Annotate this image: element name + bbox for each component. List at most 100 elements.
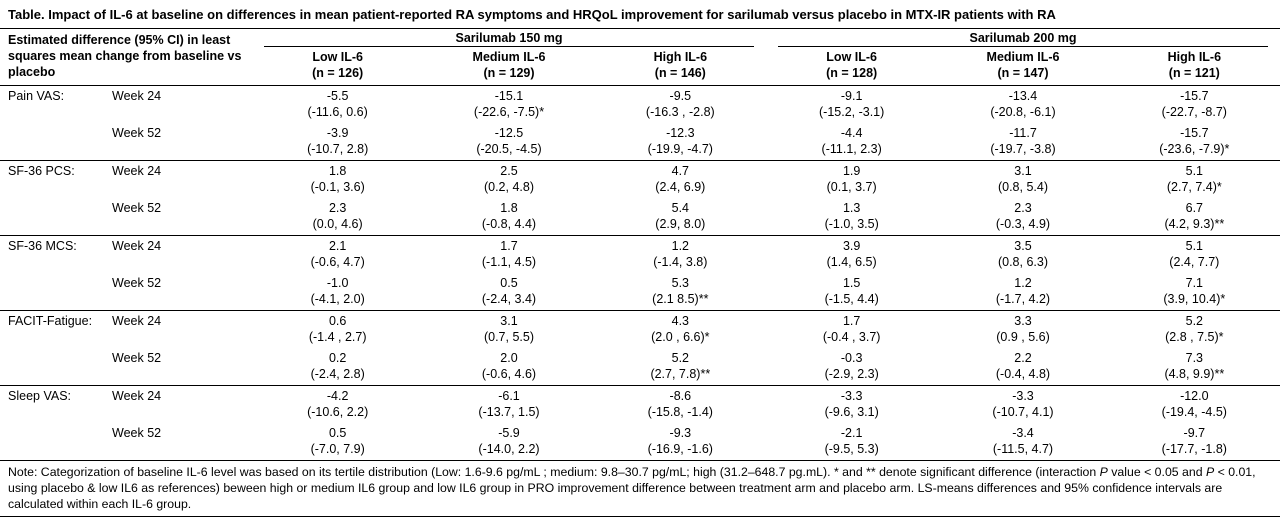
data-cell: 1.7 (-0.4 , 3.7) xyxy=(766,313,937,345)
estimate-value: -9.1 xyxy=(840,89,863,103)
column-header: High IL-6 (n = 146) xyxy=(595,47,766,85)
il6-level-label: Low IL-6 xyxy=(826,50,877,64)
estimate-value: -3.9 xyxy=(326,126,349,140)
confidence-interval: (2.7, 7.8)** xyxy=(650,367,711,381)
data-cell: 1.2 (-1.4, 3.8) xyxy=(595,238,766,270)
il6-level-label: Low IL-6 xyxy=(312,50,364,64)
table-title: Table. Impact of IL-6 at baseline on dif… xyxy=(0,0,1280,29)
sample-size-label: (n = 126) xyxy=(312,66,364,80)
estimate-value: -15.7 xyxy=(1180,89,1209,103)
week-label: Week 52 xyxy=(112,426,162,440)
estimate-value: 3.1 xyxy=(1014,164,1032,178)
data-cell: 5.1 (2.7, 7.4)* xyxy=(1109,163,1280,195)
estimate-value: 2.5 xyxy=(500,164,518,178)
data-cell: -15.7 (-22.7, -8.7) xyxy=(1109,88,1280,120)
estimate-value: 0.6 xyxy=(328,314,347,328)
estimate-value: -11.7 xyxy=(1009,126,1037,140)
week-label: Week 52 xyxy=(112,126,162,140)
estimate-value: 0.5 xyxy=(328,426,347,440)
table-row: Pain VAS: Week 24 -5.5 (-11.6, 0.6) -15.1 (-2… xyxy=(0,86,1280,123)
confidence-interval: (-11.1, 2.3) xyxy=(821,142,882,156)
confidence-interval: (0.2, 4.8) xyxy=(483,180,534,194)
il6-level-label: Medium IL-6 xyxy=(472,50,546,64)
confidence-interval: (-22.6, -7.5)* xyxy=(473,105,545,119)
estimate-value: -15.1 xyxy=(494,89,524,103)
column-header: High IL-6 (n = 121) xyxy=(1109,47,1280,85)
measure-label: SF-36 PCS: xyxy=(8,164,75,178)
note-segment: Note: Categorization of baseline IL-6 le… xyxy=(8,465,1100,479)
column-headers: Sarilumab 150 mg Sarilumab 200 mg Low IL-… xyxy=(252,29,1280,85)
confidence-interval: (-23.6, -7.9)* xyxy=(1159,142,1230,156)
confidence-interval: (-14.0, 2.2) xyxy=(478,442,540,456)
confidence-interval: (0.8, 5.4) xyxy=(997,180,1048,194)
row-label-cell: Week 52 xyxy=(0,425,252,457)
sample-size-label: (n = 128) xyxy=(826,66,878,80)
note-segment: value < 0.05 and xyxy=(1107,465,1206,479)
measure-group: FACIT-Fatigue: Week 24 0.6 (-1.4 , 2.7) 3.1 (… xyxy=(0,311,1280,386)
data-cell: 3.3 (0.9 , 5.6) xyxy=(937,313,1108,345)
confidence-interval: (-22.7, -8.7) xyxy=(1161,105,1227,119)
table-row: SF-36 PCS: Week 24 1.8 (-0.1, 3.6) 2.5 (0.2, … xyxy=(0,161,1280,198)
estimate-value: 5.2 xyxy=(671,351,690,365)
sample-size-label: (n = 121) xyxy=(1168,66,1220,80)
confidence-interval: (2.8 , 7.5)* xyxy=(1165,330,1224,344)
confidence-interval: (-4.1, 2.0) xyxy=(310,292,365,306)
data-cell: -4.4 (-11.1, 2.3) xyxy=(766,125,937,157)
table-row: FACIT-Fatigue: Week 24 0.6 (-1.4 , 2.7) 3.1 (… xyxy=(0,311,1280,348)
estimate-value: -2.1 xyxy=(840,426,863,440)
row-axis-label: Estimated difference (95% CI) in least s… xyxy=(8,33,242,79)
estimate-value: -4.4 xyxy=(840,126,863,140)
estimate-value: -13.4 xyxy=(1008,89,1038,103)
data-cell: 6.7 (4.2, 9.3)** xyxy=(1109,200,1280,232)
data-cell: -9.1 (-15.2, -3.1) xyxy=(766,88,937,120)
estimate-value: 5.1 xyxy=(1185,164,1204,178)
confidence-interval: (2.4, 6.9) xyxy=(655,180,706,194)
confidence-interval: (-0.6, 4.7) xyxy=(310,255,365,269)
data-cell: 7.1 (3.9, 10.4)* xyxy=(1109,275,1280,307)
week-label: Week 24 xyxy=(112,314,162,328)
confidence-interval: (-1.0, 3.5) xyxy=(824,217,879,231)
estimate-value: -3.4 xyxy=(1012,426,1034,440)
table-row: SF-36 MCS: Week 24 2.1 (-0.6, 4.7) 1.7 (-1.1,… xyxy=(0,236,1280,273)
data-cell: 5.4 (2.9, 8.0) xyxy=(595,200,766,232)
confidence-interval: (-0.1, 3.6) xyxy=(310,180,365,194)
confidence-interval: (3.9, 10.4)* xyxy=(1163,292,1226,306)
data-cell: 3.1 (0.8, 5.4) xyxy=(937,163,1108,195)
estimate-value: 0.5 xyxy=(500,276,518,290)
estimate-value: -4.2 xyxy=(326,389,349,403)
estimate-value: 1.7 xyxy=(842,314,861,328)
estimate-value: 5.3 xyxy=(671,276,690,290)
column-header: Medium IL-6 (n = 129) xyxy=(423,47,594,85)
estimate-value: 3.9 xyxy=(842,239,861,253)
table-row: Sleep VAS: Week 24 -4.2 (-10.6, 2.2) -6.1 (-1… xyxy=(0,386,1280,423)
estimate-value: -9.3 xyxy=(669,426,692,440)
confidence-interval: (-2.9, 2.3) xyxy=(824,367,879,381)
confidence-interval: (-1.5, 4.4) xyxy=(824,292,879,306)
estimate-value: 5.4 xyxy=(671,201,690,215)
measure-label: SF-36 MCS: xyxy=(8,239,77,253)
confidence-interval: (-10.7, 4.1) xyxy=(992,405,1054,419)
data-cell: 1.5 (-1.5, 4.4) xyxy=(766,275,937,307)
estimate-value: 2.3 xyxy=(328,201,347,215)
data-cell: 5.2 (2.7, 7.8)** xyxy=(595,350,766,382)
confidence-interval: (-15.8, -1.4) xyxy=(647,405,713,419)
estimate-value: 5.1 xyxy=(1185,239,1204,253)
confidence-interval: (0.8, 6.3) xyxy=(997,255,1048,269)
sample-size-label: (n = 129) xyxy=(483,66,535,80)
confidence-interval: (-11.5, 4.7) xyxy=(992,442,1054,456)
data-cell: -3.4 (-11.5, 4.7) xyxy=(937,425,1108,457)
estimate-value: -5.9 xyxy=(498,426,520,440)
measure-label: FACIT-Fatigue: xyxy=(8,314,93,328)
il6-level-label: High IL-6 xyxy=(653,50,708,64)
data-cell: -9.5 (-16.3 , -2.8) xyxy=(595,88,766,120)
data-cell: -3.3 (-10.7, 4.1) xyxy=(937,388,1108,420)
note-segment: < 0.01, using placebo & low IL6 as refer… xyxy=(8,465,1256,511)
confidence-interval: (-16.3 , -2.8) xyxy=(645,105,715,119)
confidence-interval: (4.8, 9.9)** xyxy=(1164,367,1225,381)
il6-level-label: High IL-6 xyxy=(1167,50,1222,64)
estimate-value: 1.3 xyxy=(842,201,861,215)
estimate-value: -12.0 xyxy=(1180,389,1209,403)
confidence-interval: (-19.7, -3.8) xyxy=(990,142,1056,156)
week-label: Week 52 xyxy=(112,276,162,290)
row-label-cell: FACIT-Fatigue: Week 24 xyxy=(0,313,252,345)
